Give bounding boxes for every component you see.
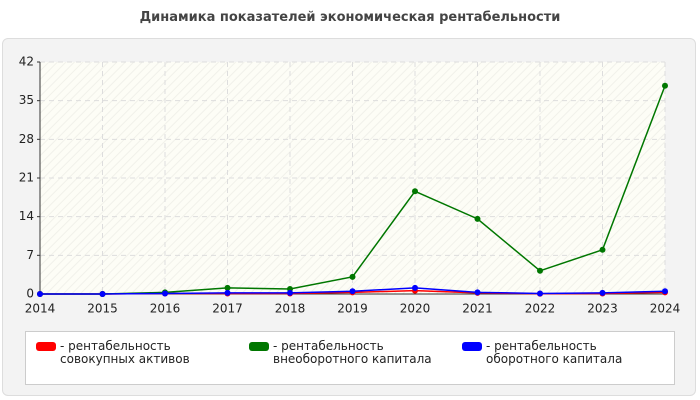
legend-label: - рентабельность оборотного капитала	[486, 339, 623, 366]
x-tick-label: 2018	[275, 302, 306, 316]
y-tick-label: 35	[19, 93, 34, 107]
y-tick-label: 14	[19, 209, 34, 223]
legend-label: - рентабельность совокупных активов	[60, 339, 190, 366]
x-tick-label: 2017	[212, 302, 243, 316]
point	[349, 273, 356, 280]
point	[224, 289, 231, 296]
point	[537, 267, 543, 274]
x-tick-label: 2019	[337, 302, 368, 316]
legend: - рентабельность совокупных активов - рен…	[25, 331, 675, 385]
x-tick-label: 2022	[525, 302, 556, 316]
legend-swatch	[36, 342, 56, 351]
x-tick-label: 2024	[650, 302, 681, 316]
point	[662, 82, 668, 89]
legend-entry: - рентабельность внеоборотного капитала	[249, 340, 449, 366]
chart-title: Динамика показателей экономическая рента…	[139, 10, 561, 25]
point	[474, 289, 481, 296]
legend-swatch	[249, 342, 269, 351]
point	[599, 246, 606, 253]
point	[662, 288, 668, 295]
y-tick-label: 42	[19, 55, 34, 69]
point	[412, 188, 418, 195]
point	[412, 284, 418, 291]
point	[224, 284, 231, 291]
legend-entry: - рентабельность оборотного капитала	[462, 340, 662, 366]
y-tick-label: 0	[26, 287, 34, 301]
x-tick-label: 2015	[87, 302, 118, 316]
point	[537, 290, 543, 297]
x-tick-label: 2021	[462, 302, 493, 316]
point	[474, 215, 481, 222]
point	[37, 291, 43, 297]
y-tick-label: 7	[26, 248, 34, 262]
point	[599, 289, 606, 296]
legend-swatch	[462, 342, 482, 351]
point	[349, 288, 356, 295]
point	[287, 289, 293, 296]
legend-label: - рентабельность внеоборотного капитала	[273, 339, 432, 366]
point	[99, 291, 106, 297]
y-tick-label: 21	[19, 171, 34, 185]
x-tick-label: 2020	[400, 302, 431, 316]
x-tick-label: 2023	[587, 302, 618, 316]
legend-entry: - рентабельность совокупных активов	[36, 340, 236, 366]
point	[162, 290, 168, 297]
x-tick-label: 2014	[25, 302, 56, 316]
x-tick-label: 2016	[150, 302, 181, 316]
y-tick-label: 28	[19, 132, 34, 146]
